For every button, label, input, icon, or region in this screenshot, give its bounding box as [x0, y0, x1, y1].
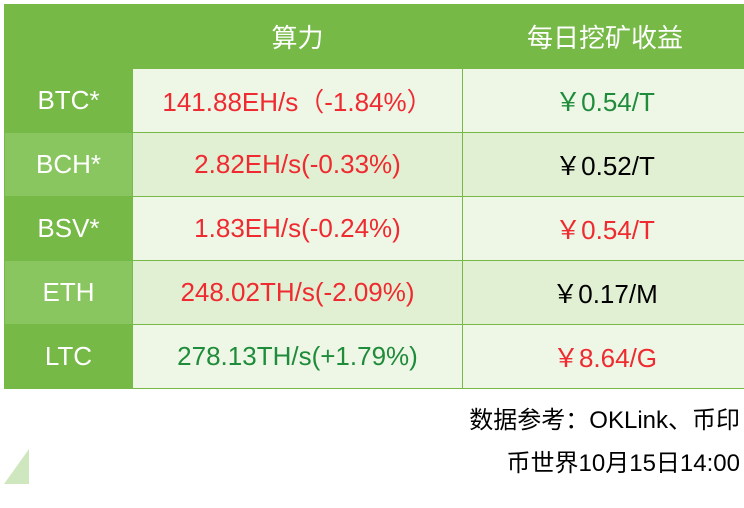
- footer: 数据参考：OKLink、币印 币世界10月15日14:00: [4, 389, 744, 485]
- table-body: BTC*141.88EH/s（-1.84%）￥0.54/TBCH*2.82EH/…: [5, 69, 744, 389]
- header-coin-blank: [5, 5, 133, 69]
- table-row: LTC278.13TH/s(+1.79%)￥8.64/G: [5, 325, 744, 389]
- income-cell: ￥8.64/G: [463, 325, 744, 389]
- coin-cell: BTC*: [5, 69, 133, 133]
- header-hashrate: 算力: [133, 5, 463, 69]
- hashrate-cell: 278.13TH/s(+1.79%): [133, 325, 463, 389]
- table-row: BTC*141.88EH/s（-1.84%）￥0.54/T: [5, 69, 744, 133]
- coin-cell: BSV*: [5, 197, 133, 261]
- income-cell: ￥0.54/T: [463, 197, 744, 261]
- income-cell: ￥0.54/T: [463, 69, 744, 133]
- corner-decoration: [4, 449, 29, 484]
- mining-table-wrapper: 算力 每日挖矿收益 BTC*141.88EH/s（-1.84%）￥0.54/TB…: [4, 4, 744, 389]
- table-row: ETH248.02TH/s(-2.09%)￥0.17/M: [5, 261, 744, 325]
- coin-cell: BCH*: [5, 133, 133, 197]
- table-row: BCH*2.82EH/s(-0.33%)￥0.52/T: [5, 133, 744, 197]
- table-row: BSV*1.83EH/s(-0.24%)￥0.54/T: [5, 197, 744, 261]
- mining-table: 算力 每日挖矿收益 BTC*141.88EH/s（-1.84%）￥0.54/TB…: [4, 4, 744, 389]
- income-cell: ￥0.17/M: [463, 261, 744, 325]
- hashrate-cell: 248.02TH/s(-2.09%): [133, 261, 463, 325]
- footer-timestamp: 币世界10月15日14:00: [4, 442, 740, 485]
- table-header-row: 算力 每日挖矿收益: [5, 5, 744, 69]
- footer-source: 数据参考：OKLink、币印: [4, 399, 740, 442]
- header-income: 每日挖矿收益: [463, 5, 744, 69]
- income-cell: ￥0.52/T: [463, 133, 744, 197]
- coin-cell: ETH: [5, 261, 133, 325]
- coin-cell: LTC: [5, 325, 133, 389]
- hashrate-cell: 141.88EH/s（-1.84%）: [133, 69, 463, 133]
- hashrate-cell: 1.83EH/s(-0.24%): [133, 197, 463, 261]
- hashrate-cell: 2.82EH/s(-0.33%): [133, 133, 463, 197]
- page-container: 算力 每日挖矿收益 BTC*141.88EH/s（-1.84%）￥0.54/TB…: [4, 4, 744, 504]
